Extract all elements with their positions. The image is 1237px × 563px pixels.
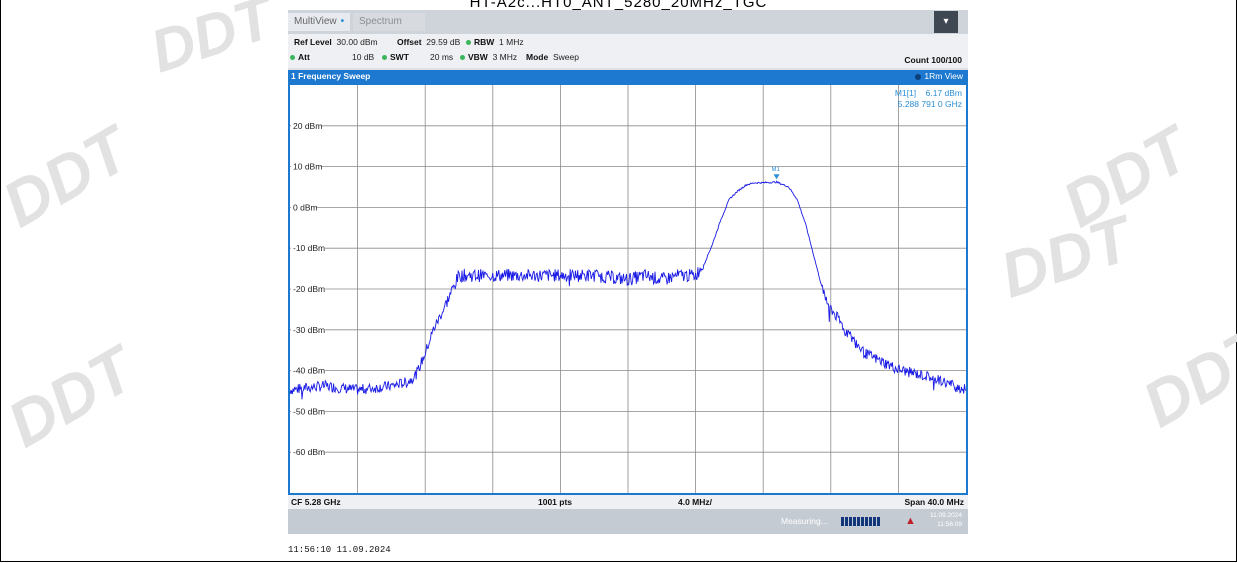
active-dot-icon: •	[340, 16, 345, 27]
marker-tag: M1	[772, 167, 781, 173]
tab-multiview[interactable]: MultiView •	[288, 13, 351, 31]
center-frequency: CF 5.28 GHz	[291, 497, 341, 507]
measurement-parameters: Ref Level 30.00 dBm Offset 29.59 dB RBW …	[288, 34, 968, 68]
marker-frequency: 5.288 791 0 GHz	[897, 99, 962, 109]
chevron-down-icon: ▾	[943, 16, 949, 27]
y-tick-label-background	[291, 365, 326, 375]
y-tick-label: -60 dBm	[293, 447, 325, 457]
y-tick-label-background	[291, 161, 321, 171]
marker-label: M1[1]	[894, 88, 917, 98]
y-tick-label: 20 dBm	[293, 121, 322, 131]
coupled-indicator-icon	[382, 55, 387, 61]
document-title: HT-A2c...HT0_ANT_5280_20MHz_TGC	[469, 0, 768, 11]
y-tick-label: -40 dBm	[293, 366, 325, 376]
analyzer-screen: MultiView • Spectrum ▾ Ref Level 30.00 dB…	[288, 10, 968, 534]
capture-timestamp: 11:56:10 11.09.2024	[288, 545, 391, 555]
y-tick-label: -50 dBm	[293, 406, 325, 416]
y-tick-label-background	[291, 324, 326, 334]
marker-readout: M1[1] 6.17 dBm 5.288 791 0 GHz	[895, 88, 962, 110]
y-tick-label-background	[291, 447, 326, 457]
y-tick-label-background	[291, 284, 326, 293]
coupled-indicator-icon	[290, 55, 295, 61]
tab-spectrum-label: Spectrum	[359, 16, 402, 27]
trace-line	[290, 180, 966, 400]
att-value: 10 dB	[352, 52, 375, 62]
panel-header: 1 Frequency Sweep 1Rm View	[288, 70, 968, 83]
spectrum-plot[interactable]: 20 dBm 10 dBm 0 dBm -10 dBm -20 dBm -30 dBm -4…	[288, 83, 968, 495]
y-tick-label-background	[291, 202, 316, 212]
coupled-indicator-icon	[466, 40, 471, 46]
y-tick-label: 10 dBm	[293, 162, 322, 172]
y-tick-label-background	[291, 243, 326, 253]
trace-mode: 1Rm View	[915, 70, 963, 83]
ref-level: Ref Level 30.00 dBm	[294, 37, 378, 47]
att: Att	[290, 52, 310, 62]
coupled-indicator-icon	[460, 55, 465, 61]
status-bar: Measuring... ▲ 11.09.2024 11:56:09	[288, 509, 968, 534]
panel-title: 1 Frequency Sweep	[291, 71, 371, 81]
sweep-count: Count 100/100	[904, 55, 962, 65]
mode: Mode Sweep	[526, 52, 579, 62]
y-tick-label-background	[291, 406, 326, 416]
swt-value: 20 ms	[430, 52, 454, 62]
y-tick-label: 0 dBm	[293, 202, 318, 212]
frequency-division: 4.0 MHz/	[678, 497, 713, 507]
y-tick-label: -20 dBm	[293, 284, 325, 294]
rbw: RBW 1 MHz	[466, 37, 524, 47]
progress-bar	[841, 517, 883, 526]
tab-multiview-label: MultiView	[294, 16, 337, 27]
tab-spectrum[interactable]: Spectrum	[353, 13, 425, 31]
offset: Offset 29.59 dB	[397, 37, 461, 47]
marker-triangle	[773, 174, 780, 180]
marker-level: 6.17 dBm	[925, 88, 962, 98]
menu-button[interactable]: ▾	[934, 11, 958, 33]
y-tick-label: -30 dBm	[293, 325, 325, 335]
y-tick-label: -10 dBm	[293, 243, 325, 253]
sweep-points: 1001 pts	[538, 497, 573, 507]
vbw: VBW 3 MHz	[460, 52, 517, 62]
spectrum-chart: 20 dBm 10 dBm 0 dBm -10 dBm -20 dBm -30 dBm -4…	[290, 85, 966, 493]
warning-icon[interactable]: ▲	[905, 515, 916, 527]
y-tick-label-background	[291, 120, 321, 130]
swt: SWT	[382, 52, 409, 62]
status-datetime: 11.09.2024 11:56:09	[929, 512, 962, 528]
trace-indicator-icon	[915, 73, 922, 80]
frequency-span: Span 40.0 MHz	[904, 497, 964, 507]
plot-footer: CF 5.28 GHz 1001 pts 4.0 MHz/ Span 40.0 …	[288, 495, 968, 509]
tab-bar: MultiView • Spectrum ▾	[288, 10, 968, 34]
measuring-status: Measuring...	[781, 516, 828, 526]
